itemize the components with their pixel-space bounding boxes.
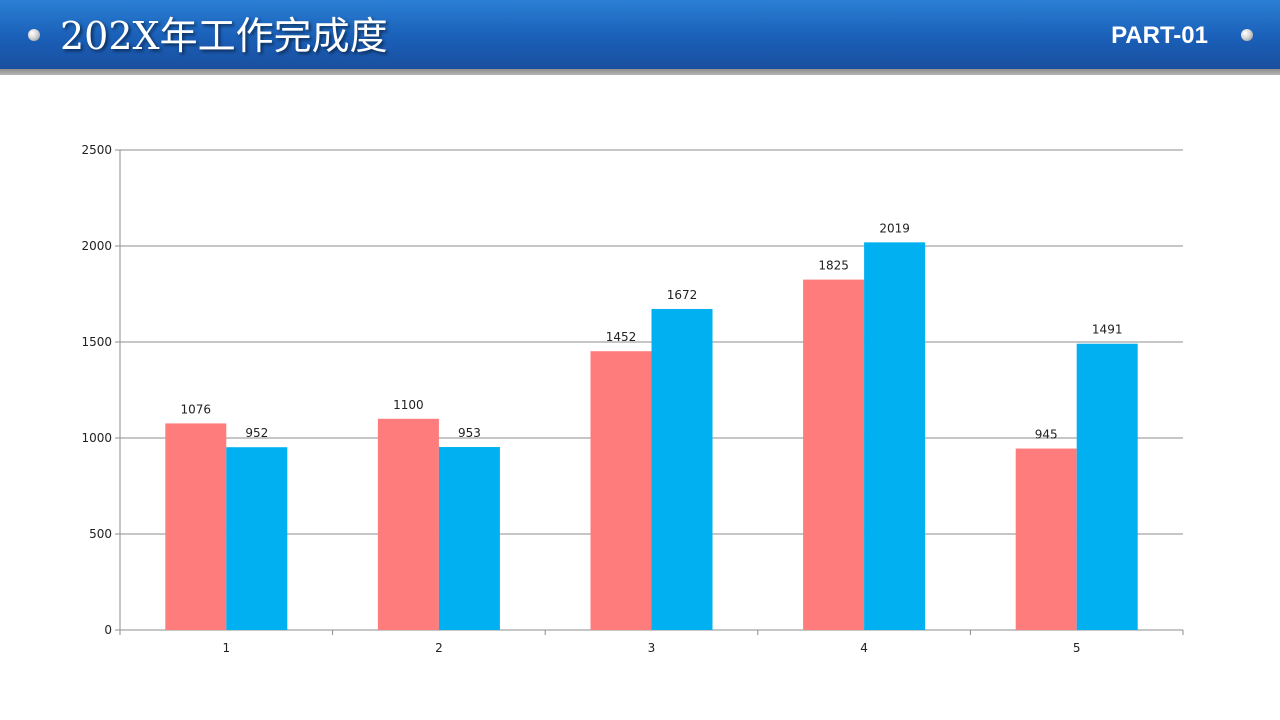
data-label: 1672 <box>667 288 698 302</box>
bars <box>165 242 1138 631</box>
part-label: PART-01 <box>1111 22 1208 49</box>
x-tick-label: 2 <box>435 641 443 655</box>
bar-series1-cat2 <box>377 418 439 630</box>
bar-series1-cat1 <box>165 423 227 630</box>
header-bar <box>0 0 1280 69</box>
data-labels: 1076 952 1100 953 1452 1672 1825 2019 945 1491 <box>181 221 1123 441</box>
bar-series1-cat5 <box>1015 448 1077 630</box>
x-tick-label: 3 <box>648 641 656 655</box>
y-tick-label: 1000 <box>81 431 112 445</box>
bullet-dot-icon <box>28 29 40 41</box>
y-tick-label: 0 <box>104 623 112 637</box>
data-label: 1491 <box>1092 323 1123 337</box>
data-label: 1100 <box>393 398 424 412</box>
data-label: 945 <box>1035 428 1058 442</box>
tick-labels: 0 500 1000 1500 2000 2500 1 2 3 4 5 <box>81 143 1080 655</box>
data-label: 1452 <box>606 330 637 344</box>
data-label: 1076 <box>181 402 212 416</box>
x-tick-label: 4 <box>860 641 868 655</box>
bar-series2-cat4 <box>864 242 926 631</box>
bar-series2-cat2 <box>438 447 500 630</box>
y-tick-label: 2500 <box>81 143 112 157</box>
data-label: 1825 <box>818 259 849 273</box>
data-label: 953 <box>458 426 481 440</box>
data-label: 952 <box>245 426 268 440</box>
bullet-dot-icon <box>1241 29 1253 41</box>
y-tick-label: 2000 <box>81 239 112 253</box>
header-divider <box>0 69 1280 75</box>
bar-series2-cat5 <box>1076 343 1138 630</box>
y-tick-label: 1500 <box>81 335 112 349</box>
x-tick-label: 5 <box>1073 641 1081 655</box>
data-label: 2019 <box>879 221 910 235</box>
y-tick-label: 500 <box>89 527 112 541</box>
bar-series1-cat3 <box>590 351 652 630</box>
page-title: 202X年工作完成度 <box>60 14 388 58</box>
bar-series1-cat4 <box>803 279 865 630</box>
bar-series2-cat3 <box>651 308 713 630</box>
bar-series2-cat1 <box>226 447 288 630</box>
x-tick-label: 1 <box>222 641 230 655</box>
